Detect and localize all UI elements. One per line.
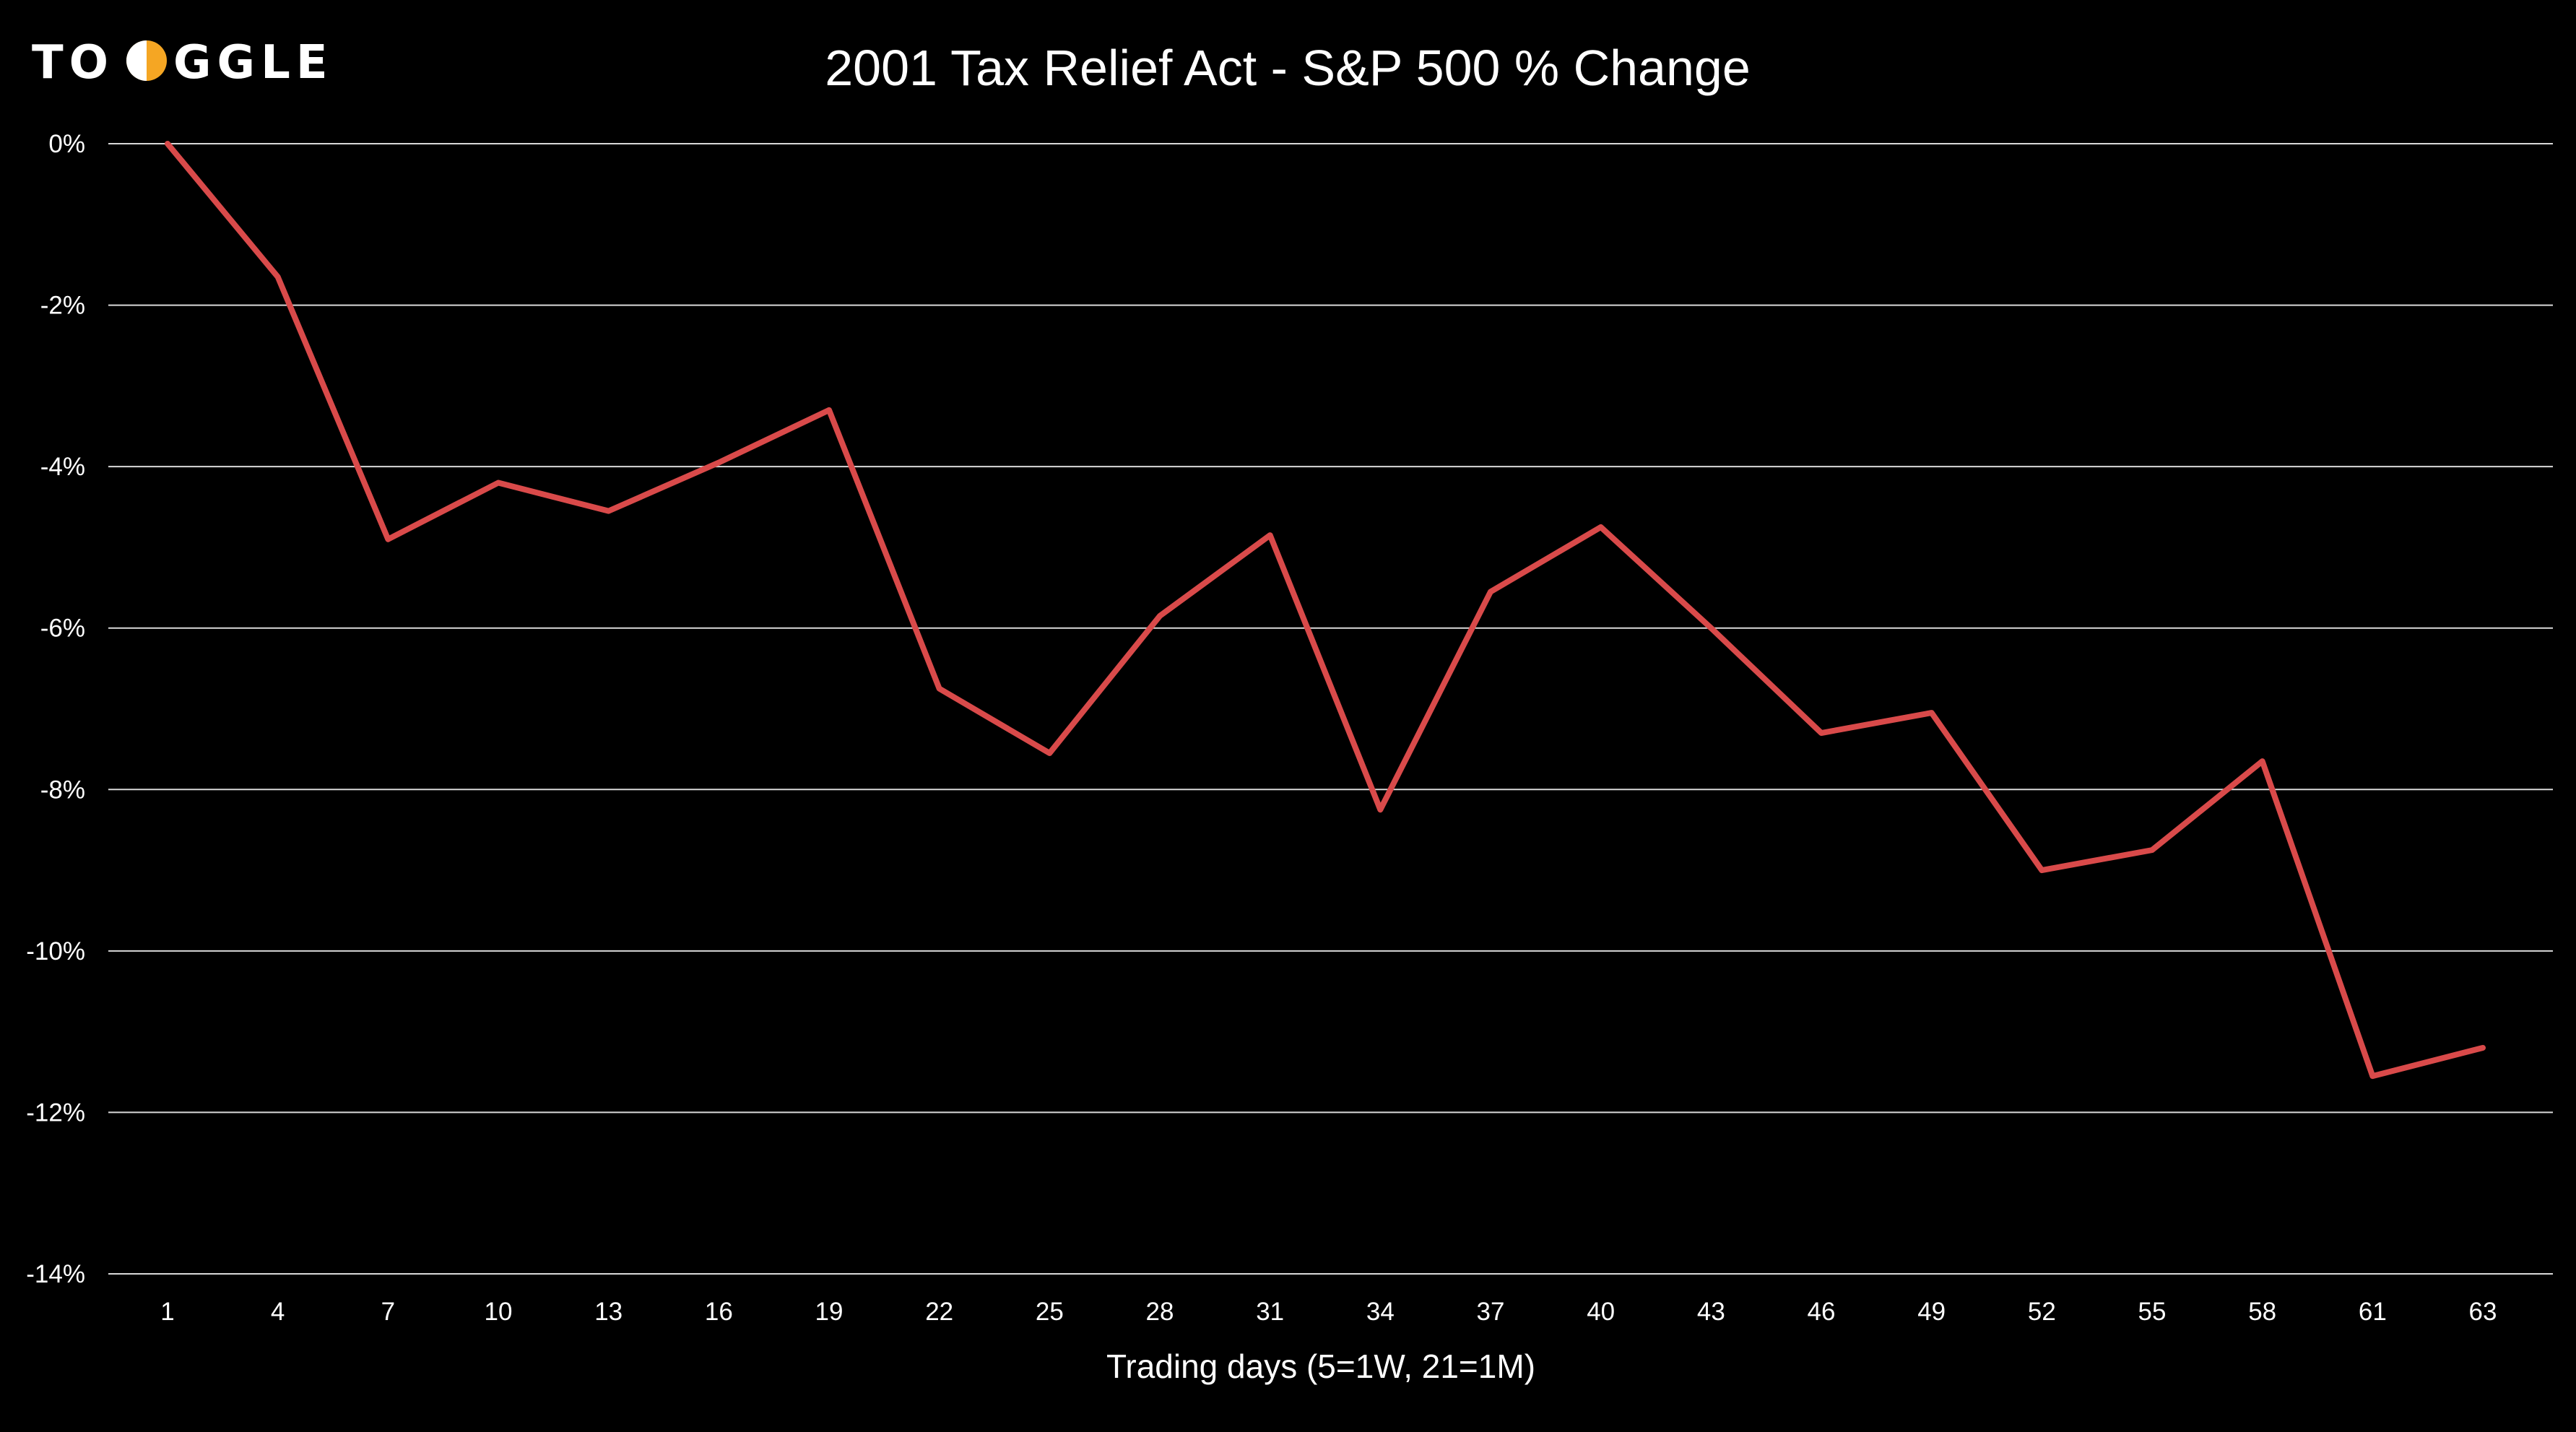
data-point bbox=[607, 510, 610, 512]
data-point bbox=[1159, 615, 1161, 617]
x-tick-label: 19 bbox=[815, 1298, 844, 1326]
x-tick-label: 37 bbox=[1477, 1298, 1505, 1326]
data-point bbox=[1049, 752, 1051, 754]
x-tick-label: 16 bbox=[705, 1298, 733, 1326]
y-tick-label: 0% bbox=[48, 130, 85, 158]
data-point bbox=[387, 538, 389, 540]
y-tick-label: -12% bbox=[26, 1098, 85, 1127]
data-point bbox=[718, 461, 720, 464]
x-tick-label: 1 bbox=[160, 1298, 174, 1326]
series-line bbox=[165, 141, 2486, 1080]
x-tick-label: 58 bbox=[2248, 1298, 2276, 1326]
x-tick-label: 34 bbox=[1366, 1298, 1395, 1326]
data-point bbox=[1490, 591, 1491, 593]
gridlines bbox=[108, 143, 2553, 1275]
toggle-o-icon bbox=[126, 40, 167, 81]
data-point bbox=[1821, 732, 1822, 734]
y-axis-ticks: 0% -2% -4% -6% -8% -10% -12% -14% bbox=[26, 130, 85, 1288]
data-point bbox=[1269, 534, 1271, 537]
x-tick-label: 49 bbox=[1917, 1298, 1946, 1326]
data-point bbox=[2482, 1047, 2484, 1049]
chart-title: 2001 Tax Relief Act - S&P 500 % Change bbox=[825, 40, 1751, 96]
x-tick-label: 10 bbox=[485, 1298, 513, 1326]
x-axis-label: Trading days (5=1W, 21=1M) bbox=[1106, 1348, 1535, 1385]
data-point bbox=[2041, 869, 2043, 872]
y-tick-label: -8% bbox=[40, 776, 85, 804]
data-point bbox=[277, 276, 279, 278]
x-tick-label: 31 bbox=[1256, 1298, 1284, 1326]
data-point bbox=[1379, 809, 1382, 811]
x-tick-label: 25 bbox=[1036, 1298, 1064, 1326]
y-tick-label: -14% bbox=[26, 1260, 85, 1288]
x-tick-label: 4 bbox=[271, 1298, 285, 1326]
logo-text-left: TO bbox=[32, 36, 114, 90]
x-tick-label: 61 bbox=[2359, 1298, 2387, 1326]
x-tick-label: 22 bbox=[925, 1298, 953, 1326]
x-axis-ticks: 1 4 7 10 13 16 19 22 25 28 31 34 37 40 43 46 49 52 55 58 61 6… bbox=[160, 1298, 2497, 1326]
series-layer bbox=[165, 141, 2486, 1080]
data-point bbox=[2151, 849, 2153, 851]
logo-text-right: GGLE bbox=[173, 36, 334, 90]
data-point bbox=[498, 482, 499, 484]
data-point bbox=[2372, 1075, 2374, 1077]
data-point bbox=[828, 409, 830, 411]
y-tick-label: -6% bbox=[40, 615, 85, 643]
x-tick-label: 28 bbox=[1146, 1298, 1174, 1326]
x-tick-label: 52 bbox=[2028, 1298, 2056, 1326]
toggle-logo: TO GGLE bbox=[32, 36, 334, 90]
x-tick-label: 46 bbox=[1808, 1298, 1836, 1326]
y-tick-label: -2% bbox=[40, 292, 85, 320]
data-point bbox=[2261, 760, 2263, 763]
data-point bbox=[938, 687, 940, 690]
x-tick-label: 63 bbox=[2469, 1298, 2497, 1326]
data-point bbox=[1600, 526, 1602, 528]
data-point bbox=[1710, 627, 1712, 629]
y-tick-label: -10% bbox=[26, 937, 85, 965]
data-point bbox=[167, 143, 168, 144]
data-point bbox=[1930, 712, 1933, 714]
y-tick-label: -4% bbox=[40, 453, 85, 481]
x-tick-label: 40 bbox=[1587, 1298, 1615, 1326]
x-tick-label: 55 bbox=[2138, 1298, 2167, 1326]
x-tick-label: 13 bbox=[594, 1298, 623, 1326]
x-tick-label: 43 bbox=[1697, 1298, 1725, 1326]
x-tick-label: 7 bbox=[381, 1298, 395, 1326]
